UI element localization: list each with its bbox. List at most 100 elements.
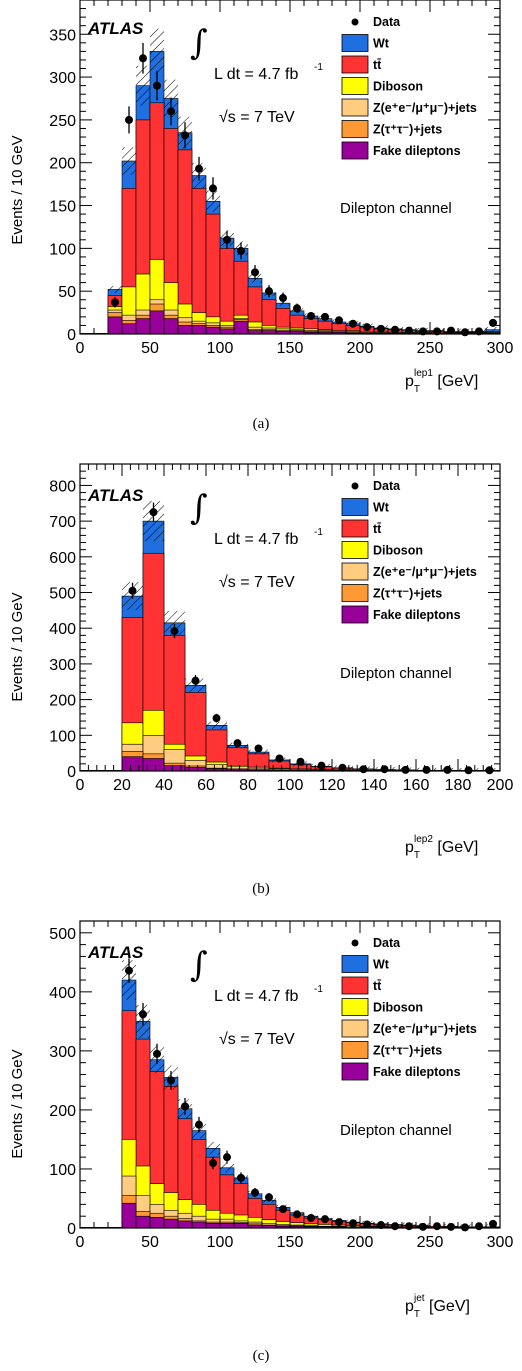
y-tick-label: 100	[49, 728, 76, 745]
data-point-14	[422, 765, 431, 774]
data-point-8	[223, 235, 231, 244]
y-axis-label: Events / 10 GeV	[9, 592, 26, 701]
legend-swatch-zee	[341, 562, 369, 581]
data-point-7	[275, 754, 284, 763]
bar-fake-6	[191, 325, 207, 335]
x-tick-label: 50	[141, 1234, 159, 1251]
legend-swatch-ttbar	[341, 976, 369, 995]
uncertainty-band-1	[122, 147, 136, 175]
x-tick-label: 150	[277, 340, 304, 357]
chart-panel-b: Events / 10 GeV 0 100 200 300 400 500 600 700 80…	[0, 457, 522, 914]
data-point-25	[461, 328, 469, 337]
data-point-6	[254, 744, 263, 753]
plot-area-c: 0 100 200 300 400 500 0 50 100 150 200 250 300	[49, 920, 513, 1251]
data-point-24	[447, 326, 455, 335]
x-label-main: p	[405, 839, 414, 856]
legend-label-data: Data	[373, 15, 401, 29]
data-point-12	[380, 765, 389, 774]
uncertainty-band-7	[206, 190, 220, 212]
x-label-sup: lep1	[414, 368, 433, 379]
data-point-2	[170, 627, 179, 636]
legend-label-diboson: Diboson	[373, 544, 423, 558]
legend-swatch-ztautau	[341, 1041, 369, 1059]
data-point-0	[111, 298, 119, 307]
y-tick-label: 600	[49, 550, 76, 567]
y-tick-label: 300	[49, 657, 76, 674]
data-point-13	[307, 1213, 315, 1222]
y-tick-label: 500	[49, 586, 76, 603]
data-point-1	[149, 508, 158, 517]
y-tick-label: 400	[49, 621, 76, 638]
legend-label-ztautau: Z(τ⁺τ⁻)+jets	[373, 1044, 442, 1058]
legend-swatch-zee	[341, 1019, 369, 1038]
data-point-3	[167, 1076, 175, 1085]
bar-fake-8	[233, 1222, 249, 1229]
data-point-8	[296, 757, 305, 766]
data-point-21	[405, 326, 413, 335]
bar-fake-4	[177, 1220, 193, 1229]
data-point-1	[139, 1010, 147, 1019]
bar-fake-2	[135, 318, 151, 335]
legend-swatch-diboson	[341, 77, 369, 95]
data-point-9	[317, 761, 326, 770]
data-point-10	[265, 1193, 273, 1202]
legend-label-ztautau: Z(τ⁺τ⁻)+jets	[373, 587, 442, 601]
y-tick-label: 50	[58, 284, 76, 301]
x-axis-label: pTlep2 [GeV]	[405, 834, 478, 861]
x-tick-label: 20	[113, 777, 131, 794]
data-point-16	[335, 316, 343, 325]
x-label-unit: [GeV]	[433, 373, 478, 390]
x-tick-label: 120	[319, 777, 346, 794]
bar-fake-1	[135, 1215, 151, 1229]
legend-label-ztautau: Z(τ⁺τ⁻)+jets	[373, 123, 442, 137]
uncertainty-band-27	[486, 327, 500, 333]
legend-label-wt: Wt	[373, 37, 390, 51]
channel-label: Dilepton channel	[340, 200, 452, 217]
x-tick-label: 100	[207, 340, 234, 357]
data-point-7	[223, 1153, 231, 1162]
x-tick-label: 60	[197, 777, 215, 794]
y-tick-label: 0	[67, 327, 76, 344]
legend-swatch-ttbar	[341, 55, 369, 74]
bar-fake-8	[219, 328, 235, 335]
bar-fake-1	[121, 323, 137, 335]
y-axis-label: Events / 10 GeV	[9, 135, 26, 244]
atlas-label: ATLAS	[87, 943, 144, 962]
x-tick-label: 150	[277, 1234, 304, 1251]
legend-label-zee: Z(e⁺e⁻/μ⁺μ⁻)+jets	[373, 101, 477, 115]
legend-swatch-ztautau	[341, 584, 369, 602]
caption: (a)	[253, 416, 270, 432]
y-tick-label: 100	[49, 241, 76, 258]
uncertainty-band-6	[206, 1141, 220, 1155]
chart-svg-c: Events / 10 GeV 0 100 200 300 400 500 0 50 100 15…	[9, 920, 513, 1364]
data-point-10	[251, 268, 259, 277]
uncertainty-band-2	[164, 611, 185, 635]
y-tick-label: 800	[49, 478, 76, 495]
x-tick-label: 0	[76, 777, 85, 794]
legend-marker-data	[351, 939, 359, 947]
data-point-6	[209, 1159, 217, 1168]
legend-swatch-wt	[341, 34, 369, 52]
x-axis-label: pTjet [GeV]	[405, 1293, 470, 1320]
luminosity-exponent: -1	[314, 62, 323, 73]
x-tick-label: 250	[417, 1234, 444, 1251]
energy-label: √s = 7 TeV	[219, 109, 295, 126]
y-tick-label: 150	[49, 199, 76, 216]
legend-label-fake: Fake dileptons	[373, 608, 461, 622]
energy-label: √s = 7 TeV	[219, 1031, 295, 1048]
data-point-3	[153, 81, 161, 90]
legend-swatch-wt	[341, 498, 369, 516]
legend-label-ttbar: tt̄	[373, 979, 382, 993]
x-label-sub: T	[414, 850, 420, 861]
legend-a: Data Wt tt̄ Diboson Z(e⁺e⁻/μ⁺μ⁻)+jets Z(τ⁺τ⁻)…	[341, 15, 477, 160]
data-point-20	[391, 325, 399, 334]
legend-swatch-diboson	[341, 541, 369, 559]
plot-area-a: 0 50 100 150 200 250 300 350 0 50 100 150 200 250 300	[49, 0, 513, 357]
x-label-unit: [GeV]	[433, 839, 478, 856]
integral-sign: ∫	[190, 945, 208, 985]
bar-fake-5	[177, 325, 193, 335]
legend-label-wt: Wt	[373, 958, 390, 972]
data-point-14	[321, 1215, 329, 1224]
data-point-3	[191, 676, 200, 685]
y-tick-label: 0	[67, 764, 76, 781]
